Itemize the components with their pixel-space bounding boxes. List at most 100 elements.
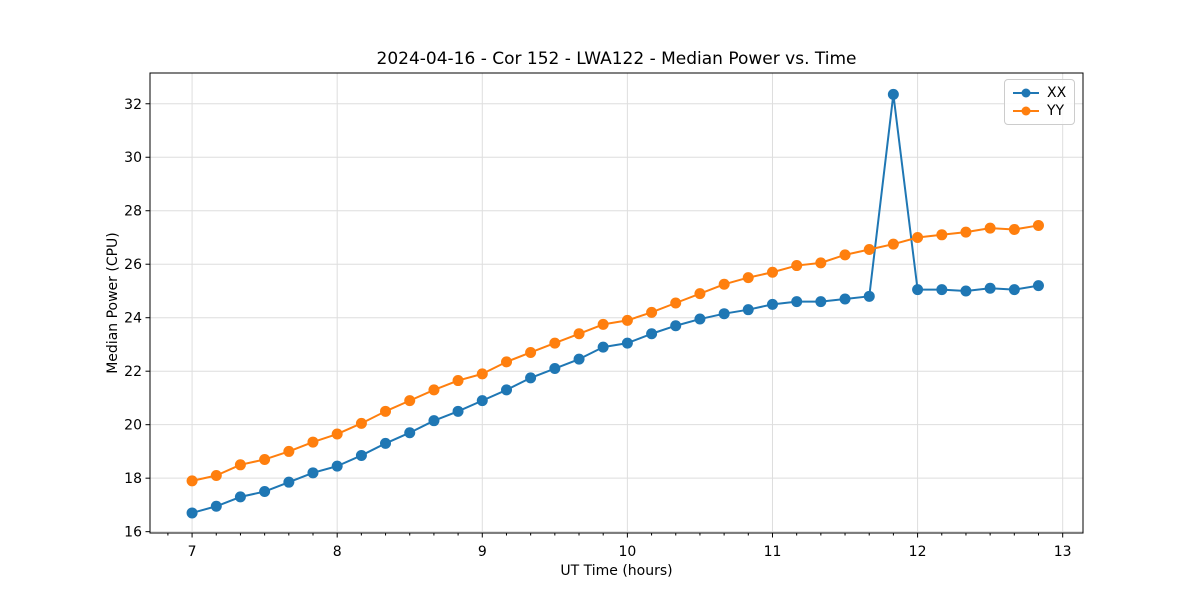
- data-point: [452, 405, 464, 417]
- x-axis-label: UT Time (hours): [560, 563, 673, 579]
- data-point: [984, 222, 996, 234]
- data-point: [670, 320, 682, 332]
- svg-text:13: 13: [1054, 544, 1072, 560]
- data-point: [960, 285, 972, 297]
- data-point: [597, 341, 609, 353]
- svg-text:20: 20: [124, 418, 142, 434]
- data-point: [501, 356, 513, 368]
- data-point: [646, 328, 658, 340]
- data-point: [597, 318, 609, 330]
- svg-text:8: 8: [333, 544, 342, 560]
- series-yy-line: [186, 219, 1044, 487]
- data-point: [742, 304, 754, 316]
- data-point: [476, 368, 488, 380]
- legend: XX YY: [1004, 79, 1076, 125]
- data-point: [452, 375, 464, 387]
- data-point: [1008, 284, 1020, 296]
- data-point: [259, 486, 271, 498]
- data-point: [1008, 223, 1020, 235]
- data-point: [936, 229, 948, 241]
- data-point: [501, 384, 513, 396]
- data-point: [404, 395, 416, 407]
- legend-item-xx: XX: [1013, 84, 1066, 102]
- svg-text:22: 22: [124, 364, 142, 380]
- data-point: [960, 226, 972, 238]
- data-point: [670, 297, 682, 309]
- data-point: [863, 290, 875, 302]
- data-point: [210, 470, 222, 481]
- data-point: [791, 260, 803, 272]
- data-point: [476, 395, 488, 407]
- svg-text:26: 26: [124, 257, 142, 273]
- data-point: [331, 460, 343, 472]
- svg-text:9: 9: [478, 544, 487, 560]
- data-point: [283, 445, 295, 457]
- svg-text:24: 24: [124, 311, 142, 327]
- svg-text:30: 30: [124, 150, 142, 166]
- data-point: [234, 459, 246, 471]
- data-point: [887, 88, 899, 100]
- svg-text:28: 28: [124, 204, 142, 220]
- data-point: [307, 436, 319, 448]
- data-point: [863, 244, 875, 256]
- legend-label-yy: YY: [1047, 103, 1065, 119]
- data-point: [694, 313, 706, 325]
- data-point: [742, 272, 754, 284]
- axis-ticks: [145, 103, 1064, 538]
- data-point: [766, 266, 778, 278]
- data-point: [718, 308, 730, 320]
- data-point: [186, 475, 198, 487]
- data-point: [404, 427, 416, 439]
- data-point: [621, 337, 633, 349]
- data-point: [839, 293, 851, 305]
- data-point: [428, 415, 440, 427]
- data-point: [525, 372, 537, 384]
- xx-line-marker-icon: [1013, 88, 1039, 98]
- svg-text:11: 11: [764, 544, 782, 560]
- data-point: [379, 437, 391, 449]
- data-point: [912, 284, 924, 296]
- data-point: [428, 384, 440, 396]
- data-point: [355, 417, 367, 429]
- svg-text:7: 7: [188, 544, 197, 560]
- svg-text:18: 18: [124, 471, 142, 487]
- data-point: [549, 363, 561, 375]
- data-point: [210, 500, 222, 512]
- svg-text:16: 16: [124, 525, 142, 541]
- data-point: [307, 467, 319, 479]
- svg-text:12: 12: [909, 544, 927, 560]
- data-point: [549, 337, 561, 349]
- data-point: [791, 296, 803, 308]
- data-point: [912, 231, 924, 243]
- data-point: [259, 453, 271, 465]
- axes-spines: [149, 72, 1084, 534]
- series-xx-line: [186, 88, 1044, 519]
- data-point: [815, 257, 827, 269]
- svg-text:10: 10: [618, 544, 636, 560]
- data-point: [331, 428, 343, 440]
- data-point: [573, 328, 585, 340]
- data-point: [887, 238, 899, 250]
- data-point: [573, 353, 585, 365]
- data-point: [379, 405, 391, 417]
- axis-tick-labels: 7 8 9 10 11 12 13 16 18 20 22 24 26 28 30 32: [124, 97, 1071, 560]
- grid: [150, 73, 1083, 533]
- data-point: [283, 476, 295, 488]
- data-point: [694, 288, 706, 300]
- data-point: [186, 507, 198, 519]
- svg-text:32: 32: [124, 97, 142, 113]
- chart-title: 2024-04-16 - Cor 152 - LWA122 - Median P…: [376, 49, 857, 69]
- data-point: [646, 306, 658, 318]
- data-point: [621, 314, 633, 326]
- data-point: [234, 491, 246, 503]
- data-point: [1032, 280, 1044, 292]
- data-point: [815, 296, 827, 308]
- data-point: [355, 449, 367, 461]
- data-point: [984, 282, 996, 294]
- data-point: [936, 284, 948, 296]
- data-point: [718, 278, 730, 290]
- data-point: [1032, 219, 1044, 231]
- yy-line-marker-icon: [1013, 106, 1039, 116]
